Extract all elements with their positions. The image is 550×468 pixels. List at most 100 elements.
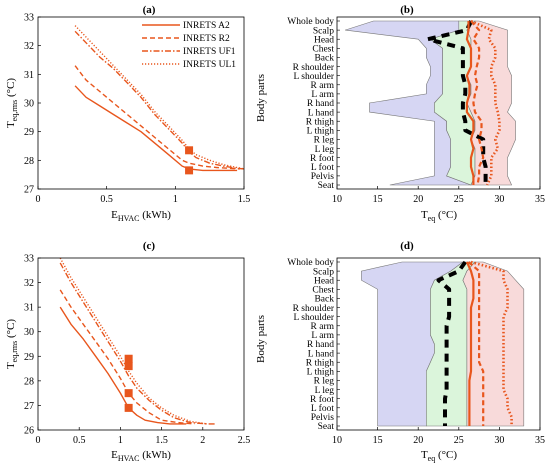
- x-tick-label: 15: [373, 435, 383, 446]
- warm-zone-band: [462, 261, 525, 427]
- data-point-marker: [124, 389, 133, 398]
- series-line-inrets-ul1: [59, 257, 208, 425]
- body-part-label: L thigh: [307, 127, 335, 137]
- body-part-label: L hand: [308, 349, 335, 359]
- y-tick-label: 32: [24, 41, 34, 52]
- x-tick-label: 10: [332, 435, 342, 446]
- body-part-label: L foot: [311, 162, 334, 173]
- y-tick-label: 33: [24, 13, 34, 24]
- panel-d-frame: [336, 257, 541, 431]
- panel-d-xlabel: Teq (°C): [421, 449, 457, 463]
- body-part-label: L thigh: [307, 368, 335, 378]
- temperature-line-dot-orange: [470, 260, 513, 426]
- x-tick-label: 0: [36, 435, 41, 446]
- x-tick-label: 35: [535, 435, 545, 446]
- x-tick-label: 1: [173, 194, 178, 205]
- panel-a-frame: [37, 16, 245, 190]
- body-part-label: R foot: [310, 153, 334, 164]
- body-part-label: Seat: [318, 422, 335, 432]
- panel-d-chart: (d) 10 15 20 25 30 35 Whole bodyScalpHeadChest…: [255, 240, 545, 463]
- body-part-label: R shoulder: [293, 63, 335, 73]
- panel-d-title: (d): [400, 240, 414, 252]
- temperature-line-solid-orange: [465, 261, 475, 426]
- panel-c-title: (c): [143, 240, 156, 252]
- x-tick-label: 0: [36, 194, 41, 205]
- x-tick-label: 1.5: [238, 194, 251, 205]
- y-tick-label: 27: [24, 185, 34, 196]
- y-tick-label: 29: [24, 127, 34, 138]
- body-part-label: Head: [314, 35, 334, 45]
- body-part-label: L leg: [315, 145, 335, 155]
- body-part-label: L arm: [311, 331, 334, 341]
- body-part-label: L leg: [315, 386, 335, 396]
- temperature-line-solid-orange: [465, 21, 475, 185]
- y-tick-label: 32: [24, 278, 34, 289]
- data-point-marker: [124, 403, 133, 412]
- body-part-label: Back: [314, 54, 334, 64]
- y-tick-label: 28: [24, 376, 34, 387]
- panel-a-title: (a): [143, 4, 156, 16]
- body-part-label: R foot: [310, 394, 334, 405]
- legend-label-uf1: INRETS UF1: [183, 47, 236, 57]
- body-part-label: Chest: [312, 286, 334, 296]
- legend-label-a2: INRETS A2: [183, 21, 230, 31]
- panel-c-ylabel: Teq,rms (°C): [5, 319, 19, 369]
- x-tick-label: 25: [454, 194, 464, 205]
- series-line-inrets-a2: [74, 85, 238, 172]
- temperature-line-dash-black: [425, 20, 488, 185]
- body-part-label: Seat: [318, 181, 335, 191]
- series-line-inrets-r2: [59, 289, 195, 425]
- panel-c-xlabel: EHVAC (kWh): [111, 449, 171, 463]
- panel-b-ylabel: Body parts: [255, 74, 267, 122]
- x-tick-label: 0.5: [73, 435, 86, 446]
- data-point-marker: [185, 146, 194, 155]
- y-tick-label: 27: [24, 401, 34, 412]
- x-tick-label: 1.5: [155, 435, 168, 446]
- body-part-label: L arm: [311, 90, 334, 100]
- data-point-marker: [185, 166, 194, 175]
- y-tick-label: 33: [24, 254, 34, 265]
- panel-b-chart: (b) 10 15 20 25 30 35 Whole bodyScalpHeadChest…: [255, 4, 545, 223]
- body-part-label: L shoulder: [293, 72, 334, 82]
- body-part-label: Pelvis: [311, 413, 335, 423]
- body-part-label: R leg: [314, 136, 335, 146]
- x-tick-label: 2: [200, 435, 205, 446]
- series-line-inrets-r2: [74, 65, 240, 170]
- x-tick-label: 2.5: [238, 435, 251, 446]
- x-tick-label: 20: [413, 194, 423, 205]
- panel-a-legend: INRETS A2 INRETS R2 INRETS UF1 INRETS UL…: [142, 21, 236, 70]
- body-part-label: R hand: [307, 340, 334, 350]
- body-part-label: Pelvis: [311, 172, 335, 182]
- body-part-label: Whole body: [287, 17, 334, 27]
- x-tick-label: 15: [373, 194, 383, 205]
- body-part-label: Head: [314, 276, 334, 286]
- series-line-inrets-ul1: [74, 25, 245, 170]
- y-tick-label: 31: [24, 303, 34, 314]
- body-part-label: R shoulder: [293, 304, 335, 314]
- body-part-label: Scalp: [313, 26, 334, 36]
- panel-c-frame: [37, 257, 245, 431]
- legend-label-r2: INRETS R2: [183, 34, 230, 44]
- x-tick-label: 0.5: [100, 194, 113, 205]
- panel-a-ylabel: Teq,rms (°C): [5, 78, 19, 128]
- y-tick-label: 29: [24, 352, 34, 363]
- y-tick-label: 31: [24, 70, 34, 81]
- x-tick-label: 30: [494, 194, 504, 205]
- x-tick-label: 10: [332, 194, 342, 205]
- y-tick-label: 30: [24, 327, 34, 338]
- y-tick-label: 28: [24, 156, 34, 167]
- x-tick-label: 20: [413, 435, 423, 446]
- x-tick-label: 1: [118, 435, 123, 446]
- x-tick-label: 35: [535, 194, 545, 205]
- body-part-label: R thigh: [306, 117, 334, 127]
- body-part-label: R hand: [307, 99, 334, 109]
- body-part-label: L foot: [311, 403, 334, 414]
- panel-b-frame: [336, 16, 541, 190]
- temperature-line-dash-orange: [470, 20, 485, 186]
- panel-b-xlabel: Teq (°C): [421, 209, 457, 223]
- x-tick-label: 25: [454, 435, 464, 446]
- panel-d-ylabel: Body parts: [255, 315, 267, 363]
- body-part-label: R arm: [311, 81, 335, 91]
- panel-a-xlabel: EHVAC (kWh): [111, 209, 171, 223]
